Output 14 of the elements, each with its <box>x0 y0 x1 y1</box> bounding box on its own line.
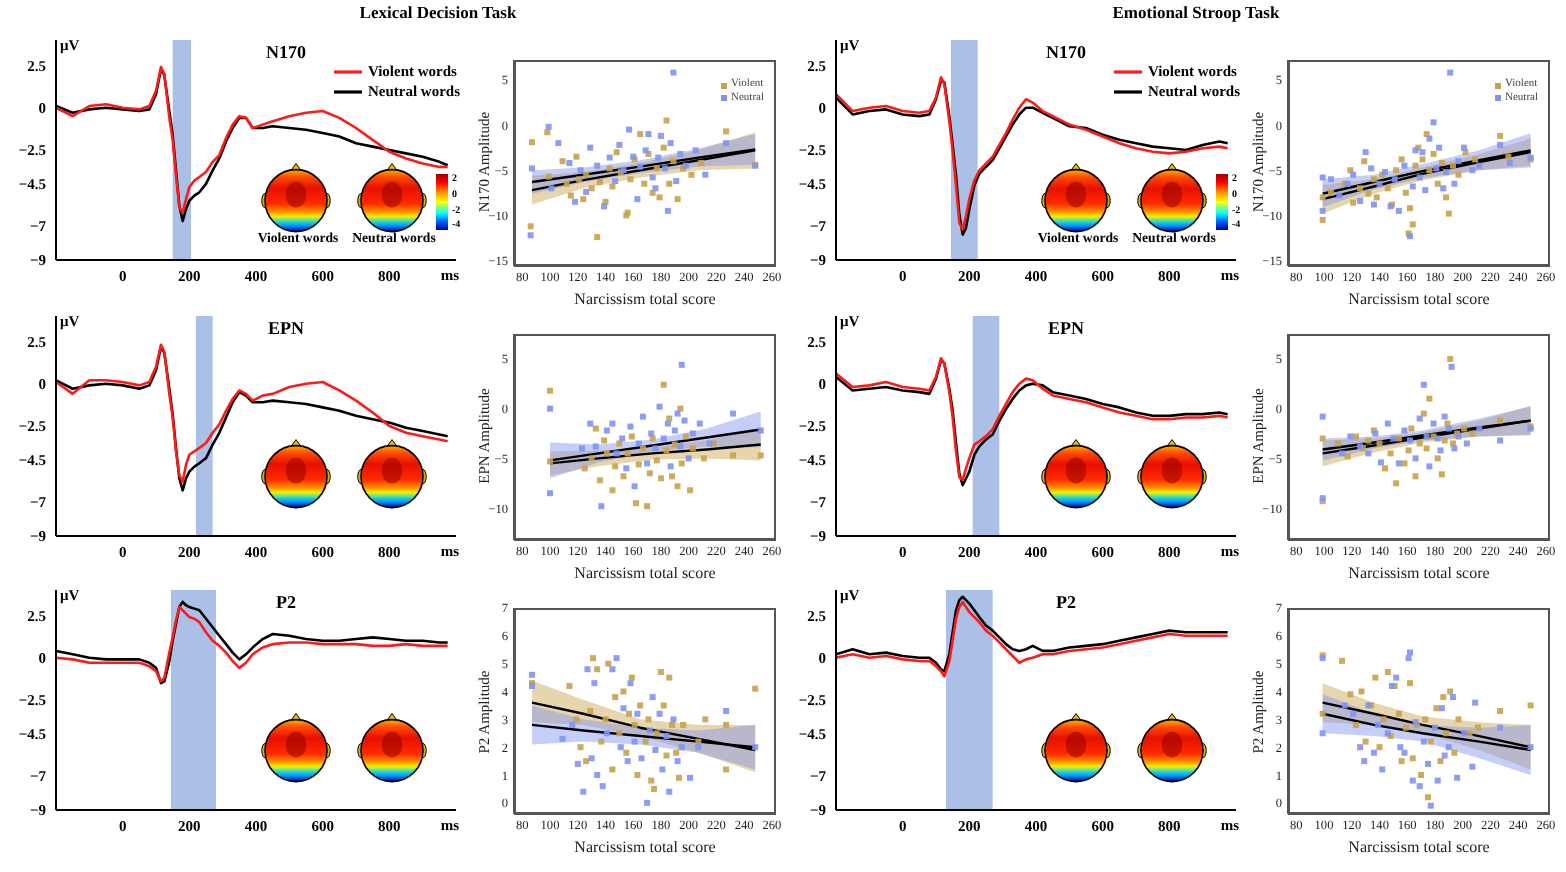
text: Emotional Stroop Task <box>1112 2 1280 22</box>
chart-title: EPN <box>268 317 304 337</box>
x-axis-title: Narcissism total score <box>574 289 716 307</box>
x-axis-title: Narcissism total score <box>1348 563 1490 582</box>
chart-title: EPN <box>1048 317 1084 337</box>
x-axis-title: Narcissism total score <box>574 563 716 582</box>
chart-title: P2 <box>1056 592 1076 612</box>
x-axis-title: Narcissism total score <box>1348 838 1490 857</box>
x-axis-title: Narcissism total score <box>1348 289 1490 307</box>
chart-title: N170 <box>1046 42 1086 62</box>
chart-title: N170 <box>266 42 306 62</box>
text: Lexical Decision Task <box>359 2 517 22</box>
chart-title: P2 <box>276 592 296 612</box>
x-axis-title: Narcissism total score <box>574 838 716 857</box>
